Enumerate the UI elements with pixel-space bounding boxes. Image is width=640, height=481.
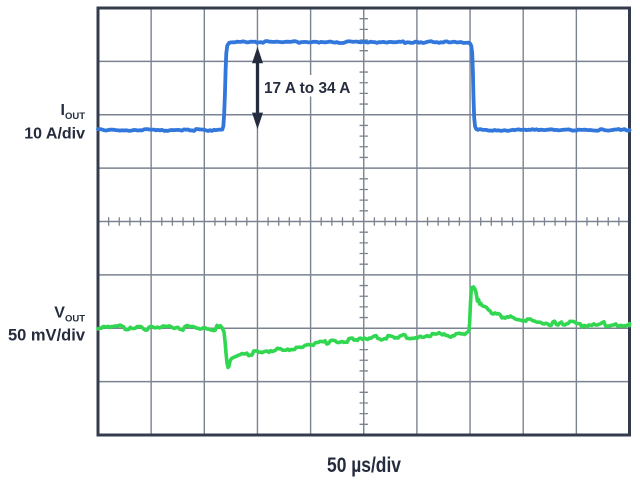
svg-text:10 A/div: 10 A/div [24,126,85,143]
svg-text:17 A to 34 A: 17 A to 34 A [264,80,350,97]
svg-text:50 mV/div: 50 mV/div [8,326,86,344]
svg-text:50 µs/div: 50 µs/div [327,455,401,478]
